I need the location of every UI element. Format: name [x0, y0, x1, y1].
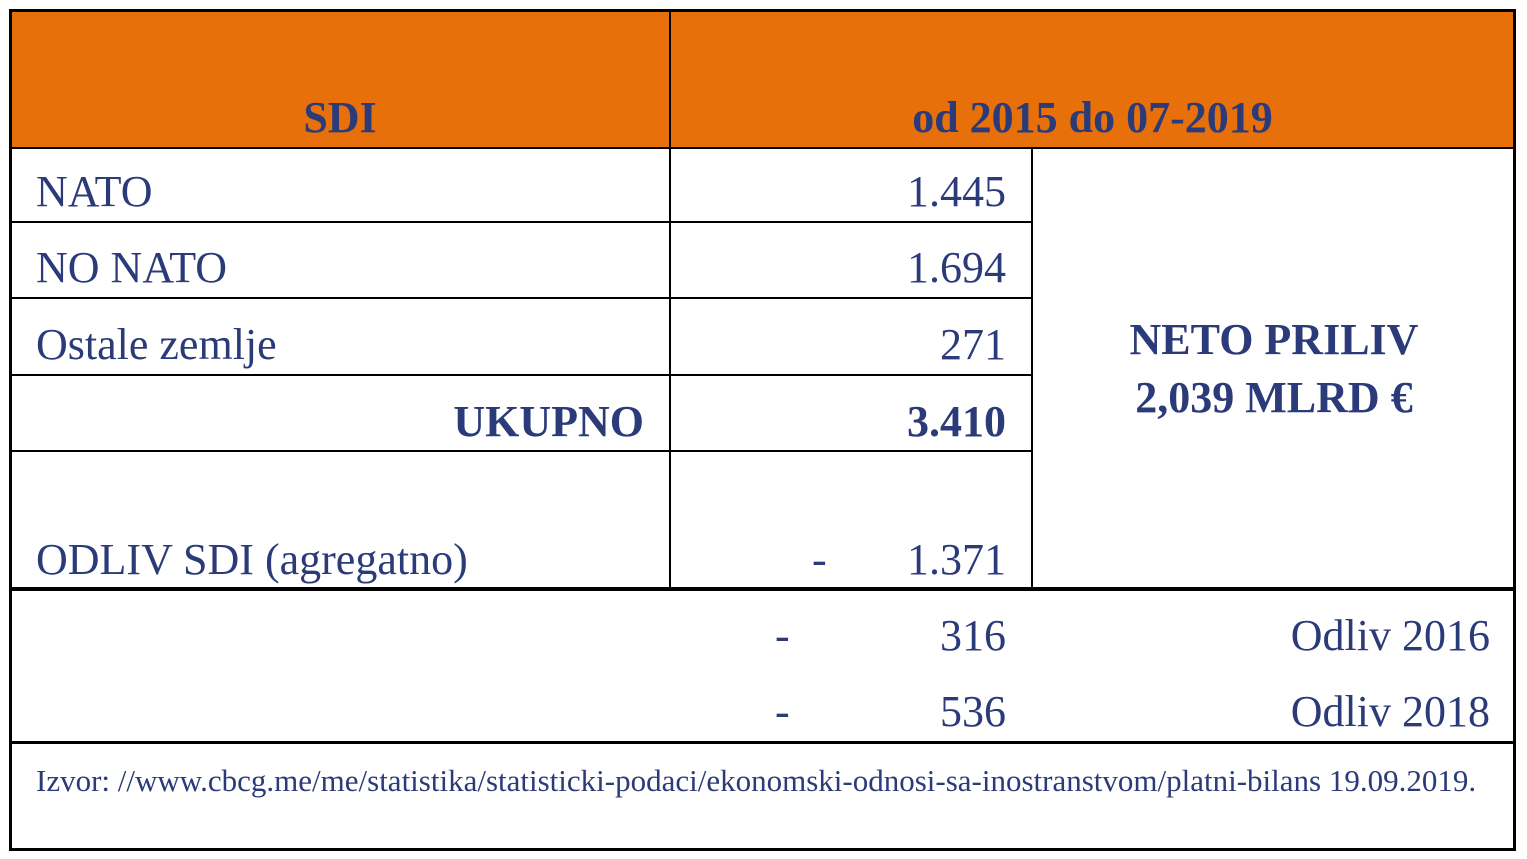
outflow-value: 316 [940, 611, 1006, 660]
outflow-sign: - [775, 611, 790, 660]
border [9, 9, 1516, 12]
border [9, 147, 1516, 149]
header-cell: od 2015 do 07-2019 [912, 93, 1273, 142]
row-value: 1.445 [907, 167, 1006, 216]
border [9, 587, 1516, 591]
net-text: 2,039 MLRD € [1135, 373, 1413, 422]
row-value: 1.694 [907, 243, 1006, 292]
row-value: 3.410 [907, 397, 1006, 446]
border [9, 741, 1516, 744]
outflow-value: 536 [940, 687, 1006, 736]
row-value: 1.371 [907, 535, 1006, 584]
row-label: Ostale zemlje [36, 320, 277, 369]
border [9, 297, 1032, 299]
border [1031, 148, 1033, 589]
border [9, 221, 1032, 223]
row-label: NO NATO [36, 243, 228, 292]
row-sign: - [812, 535, 827, 584]
outflow-sign: - [775, 687, 790, 736]
border [9, 450, 1032, 452]
row-value: 271 [940, 320, 1006, 369]
border [9, 9, 12, 851]
border [1513, 9, 1516, 851]
row-label: UKUPNO [453, 397, 644, 446]
outflow-label: Odliv 2018 [1290, 687, 1490, 736]
row-label: ODLIV SDI (agregatno) [36, 535, 468, 584]
border [669, 9, 671, 589]
border [9, 374, 1032, 376]
outflow-label: Odliv 2016 [1290, 611, 1490, 660]
header-cell: SDI [303, 93, 377, 142]
source-note: Izvor: //www.cbcg.me/me/statistika/stati… [36, 763, 1477, 798]
border [9, 848, 1516, 851]
net-text: NETO PRILIV [1129, 315, 1419, 364]
header-bg [10, 10, 1515, 148]
row-label: NATO [36, 167, 153, 216]
